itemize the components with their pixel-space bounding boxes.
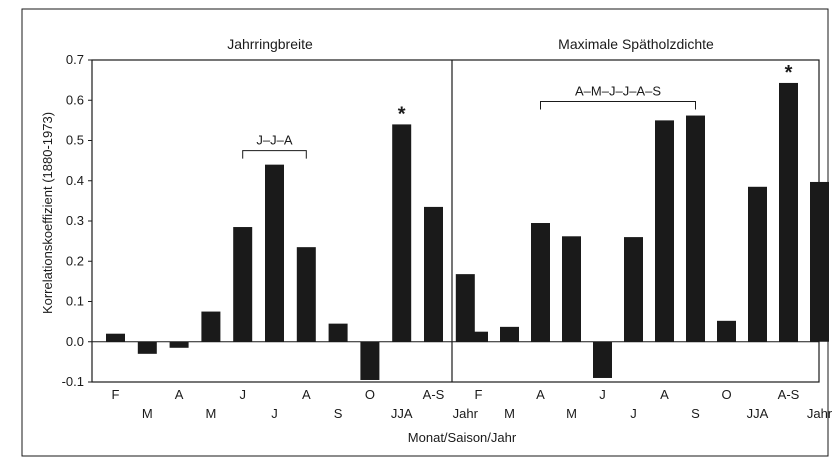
- y-tick-label: 0.4: [66, 173, 84, 188]
- bracket-label: J–J–A: [256, 133, 292, 148]
- y-tick-label: 0.5: [66, 133, 84, 148]
- bar-p0-0: [106, 333, 125, 342]
- y-tick-label: 0.2: [66, 253, 84, 268]
- bar-p0-11: [455, 274, 475, 342]
- x-tick-label: A: [175, 387, 184, 402]
- bar-p1-3: [562, 236, 581, 342]
- x-tick-label: F: [475, 387, 483, 402]
- y-axis: -0.1 0.0 0.1 0.2 0.3 0.4 0.5 0.6 0.7: [62, 52, 92, 389]
- x-tick-label: A: [660, 387, 669, 402]
- y-tick-label: 0.1: [66, 294, 84, 309]
- bar-p1-4: [593, 341, 612, 378]
- significance-marker: *: [398, 103, 406, 125]
- plot-frame: [91, 59, 820, 383]
- panel-title-spaetholzdichte: Maximale Spätholzdichte: [558, 36, 714, 52]
- x-tick-label: J: [271, 406, 278, 421]
- bar-p0-3: [201, 311, 221, 342]
- x-tick-label: S: [691, 406, 700, 421]
- x-tick-label: A: [302, 387, 311, 402]
- y-tick-label: -0.1: [62, 374, 84, 389]
- bar-p0-6: [296, 247, 316, 342]
- x-tick-label: M: [504, 406, 515, 421]
- bracket-line: [242, 150, 307, 159]
- bar-p1-8: [717, 320, 736, 342]
- x-tick-label: A-S: [778, 387, 800, 402]
- bar-p0-5: [265, 164, 284, 342]
- bar-p0-9: [392, 124, 412, 342]
- y-tick-label: 0.0: [66, 334, 84, 349]
- panel-title-jahrringbreite: Jahrringbreite: [227, 36, 313, 52]
- x-tick-label: JJA: [391, 406, 413, 421]
- bar-p1-0: [469, 331, 488, 342]
- x-tick-label: F: [112, 387, 120, 402]
- y-tick-label: 0.3: [66, 213, 84, 228]
- bar-p0-4: [233, 227, 253, 342]
- bar-p0-1: [137, 341, 157, 354]
- bracket-line: [540, 101, 696, 110]
- x-tick-label: Jahr: [453, 406, 479, 421]
- x-tick-label: Jahr: [807, 406, 833, 421]
- bar-p0-2: [169, 341, 189, 348]
- y-axis-label: Korrelationskoeffizient (1880-1973): [40, 112, 55, 314]
- bar-p1-1: [500, 326, 519, 342]
- x-tick-label: A: [536, 387, 545, 402]
- x-tick-label: M: [566, 406, 577, 421]
- x-tick-label: J: [599, 387, 606, 402]
- significance-marker: *: [785, 62, 793, 84]
- bar-p1-5: [624, 237, 643, 342]
- bar-p1-6: [655, 120, 674, 342]
- bar-series: [106, 82, 829, 380]
- y-tick-label: 0.7: [66, 52, 84, 67]
- x-axis-label: Monat/Saison/Jahr: [408, 430, 517, 445]
- bar-p1-7: [686, 115, 705, 342]
- x-tick-label: M: [142, 406, 153, 421]
- x-tick-label: J: [239, 387, 246, 402]
- x-tick-label: A-S: [423, 387, 445, 402]
- bar-p1-2: [531, 223, 550, 342]
- bar-p0-8: [360, 341, 380, 380]
- bar-p1-11: [810, 181, 829, 342]
- y-tick-label: 0.6: [66, 92, 84, 107]
- x-tick-label: JJA: [747, 406, 769, 421]
- bracket-label: A–M–J–J–A–S: [575, 84, 661, 99]
- bar-p0-7: [328, 323, 348, 342]
- x-tick-label: O: [365, 387, 375, 402]
- annotations: J–J–A * A–M–J–J–A–S *: [242, 62, 793, 159]
- x-tick-label: M: [205, 406, 216, 421]
- x-tick-label: J: [630, 406, 637, 421]
- x-tick-label: O: [721, 387, 731, 402]
- x-tick-label: S: [334, 406, 343, 421]
- bar-p0-10: [424, 206, 443, 342]
- bar-p1-10: [779, 82, 798, 342]
- bar-p1-9: [748, 186, 767, 342]
